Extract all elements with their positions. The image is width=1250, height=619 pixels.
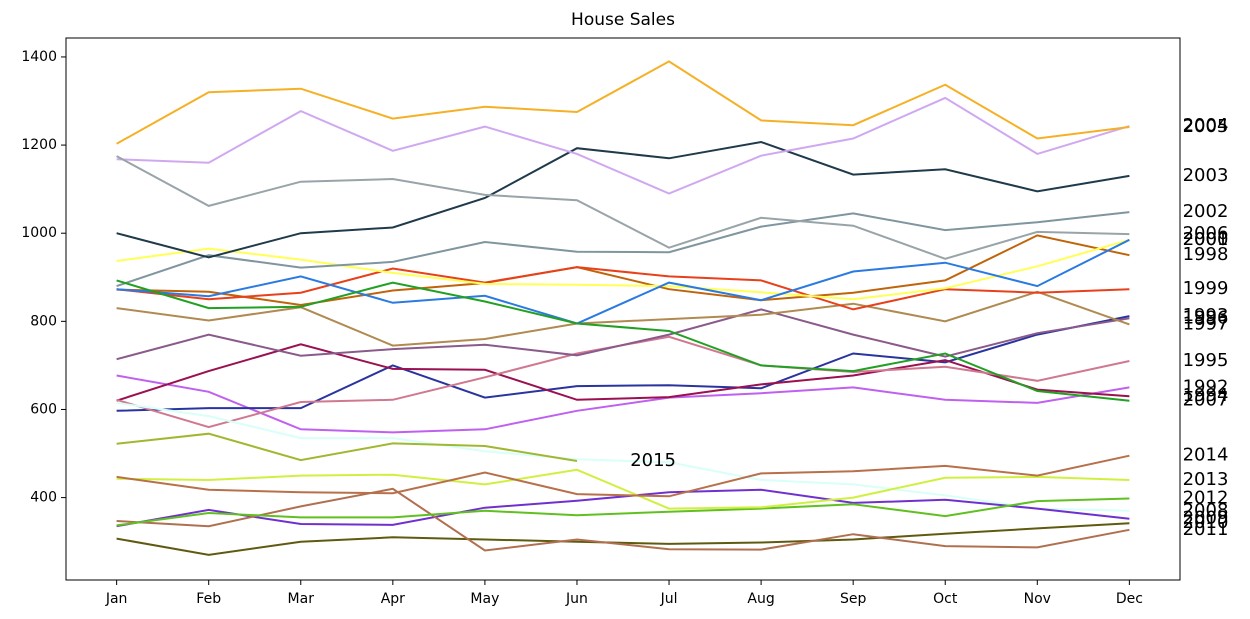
series-label: 1994: [1183, 385, 1229, 406]
chart-title: House Sales: [571, 10, 675, 30]
x-tick-label: Dec: [1116, 591, 1143, 607]
y-tick-label: 600: [30, 401, 57, 417]
series-line: [116, 487, 1130, 552]
y-tick-label: 400: [30, 490, 57, 506]
series-label: 1997: [1183, 313, 1229, 334]
x-tick-label: Feb: [196, 591, 221, 607]
series-label: 1998: [1183, 244, 1229, 265]
series-line: [116, 401, 1130, 512]
series-line: [116, 315, 1130, 412]
series-label: 2011: [1183, 519, 1229, 540]
series-label: 2006: [1183, 223, 1229, 244]
y-tick-label: 800: [30, 313, 57, 329]
series-line: [116, 60, 1130, 145]
series-line: [116, 488, 1130, 528]
series-line: [116, 234, 1130, 307]
series-label: 1992: [1183, 376, 1229, 397]
series-label: 2000: [1183, 229, 1229, 250]
series-line: [116, 432, 578, 462]
series-label: 2002: [1183, 201, 1229, 222]
x-tick-label: May: [470, 591, 499, 607]
series-label: 2012: [1183, 487, 1229, 508]
series-label: 2004: [1183, 115, 1229, 136]
series-label: 2014: [1183, 445, 1229, 466]
series-line: [116, 522, 1130, 556]
series-label: 1999: [1183, 278, 1229, 299]
series-label: 2013: [1183, 469, 1229, 490]
series-label: 2001: [1183, 229, 1229, 250]
x-tick-label: Jan: [105, 591, 128, 607]
series-label: 1993: [1183, 305, 1229, 326]
series-line: [116, 343, 1130, 402]
series-line: [116, 335, 1130, 429]
series-label: 1995: [1183, 350, 1229, 371]
series-line: [116, 238, 1130, 325]
series-line: [116, 308, 1130, 361]
series-line: [116, 140, 1130, 259]
series-label: 2005: [1183, 116, 1229, 137]
series-line: [116, 468, 1130, 510]
x-tick-label: Mar: [288, 591, 315, 607]
series-label: 2010: [1183, 512, 1229, 533]
y-tick-label: 1200: [21, 137, 57, 153]
x-tick-label: Jun: [565, 591, 588, 607]
x-tick-label: Sep: [840, 591, 867, 607]
series-label: 2009: [1183, 508, 1229, 529]
series-line: [116, 374, 1130, 434]
x-tick-label: Jul: [660, 591, 678, 607]
series-label: 2003: [1183, 165, 1229, 186]
x-tick-label: Nov: [1024, 591, 1051, 607]
series-line: [116, 290, 1130, 347]
series-label: 2008: [1183, 500, 1229, 521]
series-line: [116, 211, 1130, 288]
x-tick-label: Oct: [933, 591, 958, 607]
x-tick-label: Apr: [381, 591, 405, 607]
series-label: 1996: [1183, 307, 1229, 328]
series-label: 2007: [1183, 390, 1229, 411]
series-line: [116, 497, 1130, 527]
series-line: [116, 454, 1130, 498]
plot-frame: [65, 37, 1181, 581]
series-line: [116, 238, 1130, 301]
series-label: 2015: [630, 450, 676, 471]
series-line: [116, 279, 1130, 402]
x-tick-label: Aug: [747, 591, 774, 607]
y-tick-label: 1400: [21, 49, 57, 65]
series-line: [116, 96, 1130, 195]
series-line: [116, 155, 1130, 260]
y-tick-label: 1000: [21, 225, 57, 241]
series-line: [116, 266, 1130, 311]
